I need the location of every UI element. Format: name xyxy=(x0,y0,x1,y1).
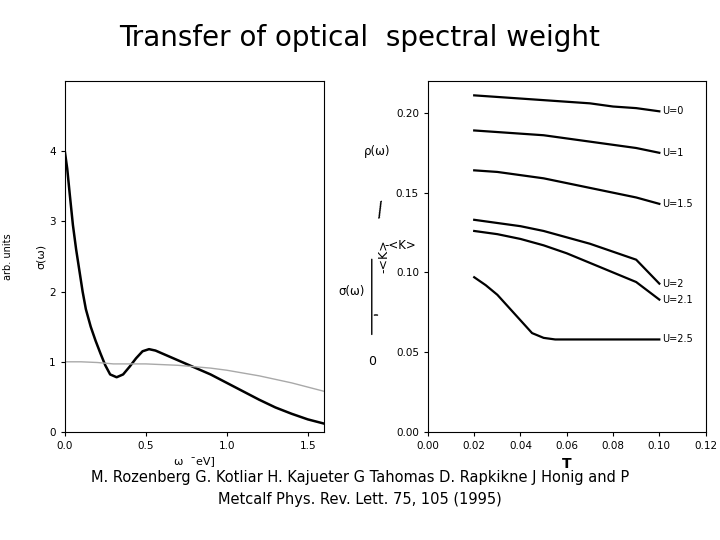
X-axis label: T: T xyxy=(562,457,572,470)
Y-axis label: -<K>: -<K> xyxy=(377,240,390,273)
Text: U=2.5: U=2.5 xyxy=(662,334,693,345)
Text: 0: 0 xyxy=(368,355,376,368)
Text: Metcalf Phys. Rev. Lett. 75, 105 (1995): Metcalf Phys. Rev. Lett. 75, 105 (1995) xyxy=(218,492,502,507)
X-axis label: ω  ¯eV]: ω ¯eV] xyxy=(174,457,215,467)
Text: ρ(ω): ρ(ω) xyxy=(364,145,390,158)
Text: -<K>: -<K> xyxy=(384,239,416,253)
Text: U=2.1: U=2.1 xyxy=(662,295,692,305)
Y-axis label: σ(ω): σ(ω) xyxy=(37,244,46,269)
Text: Transfer of optical  spectral weight: Transfer of optical spectral weight xyxy=(120,24,600,52)
Text: /: / xyxy=(374,201,387,221)
Text: arb. units: arb. units xyxy=(3,233,13,280)
Text: U=1.5: U=1.5 xyxy=(662,199,692,209)
Text: σ(ω): σ(ω) xyxy=(338,285,365,298)
Text: U=1: U=1 xyxy=(662,148,683,158)
Text: M. Rozenberg G. Kotliar H. Kajueter G Tahomas D. Rapkikne J Honig and P: M. Rozenberg G. Kotliar H. Kajueter G Ta… xyxy=(91,470,629,485)
Text: U=0: U=0 xyxy=(662,106,683,116)
Text: U=2: U=2 xyxy=(662,279,683,288)
